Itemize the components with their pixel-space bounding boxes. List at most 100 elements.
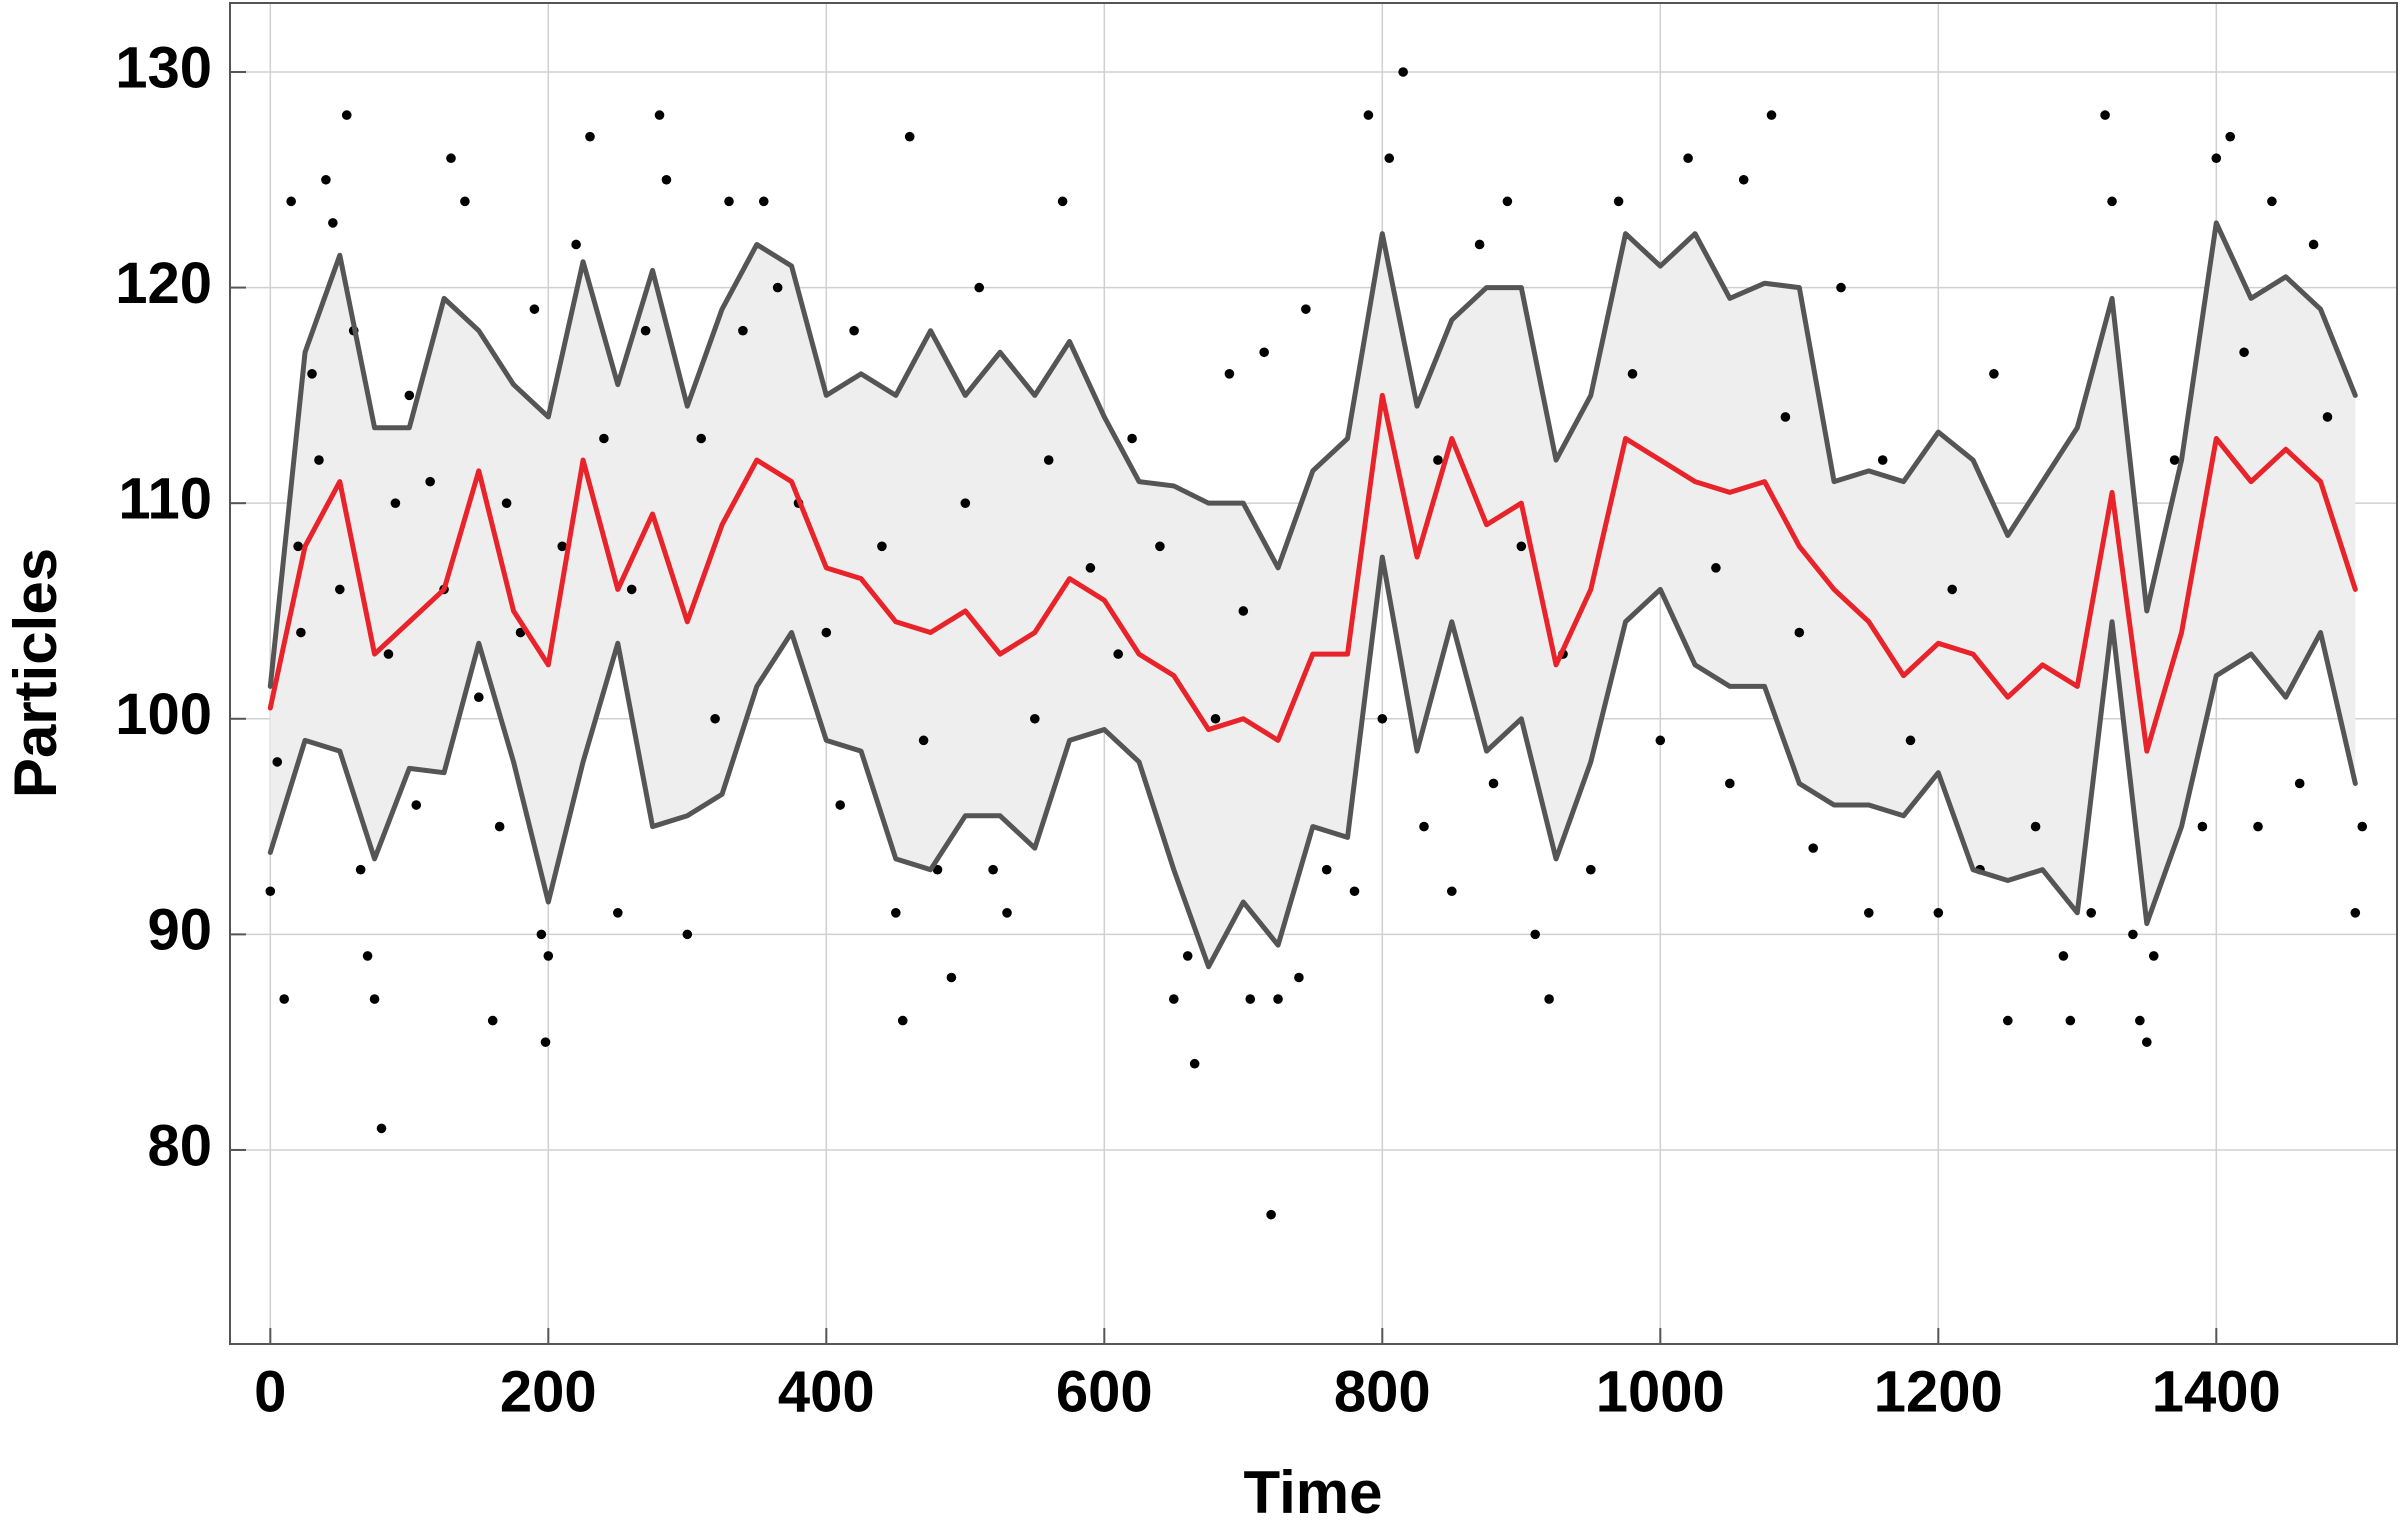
- data-point: [1502, 196, 1513, 207]
- data-point: [1182, 951, 1193, 961]
- data-point: [355, 864, 366, 875]
- data-point: [1169, 994, 1179, 1004]
- data-point: [2135, 1015, 2145, 1026]
- data-point: [1989, 369, 1999, 379]
- data-point: [335, 584, 345, 595]
- data-point: [540, 1037, 551, 1047]
- data-point: [1245, 994, 1256, 1004]
- data-point: [390, 498, 401, 508]
- x-tick-label: 1000: [1596, 1359, 1725, 1424]
- x-tick-label: 0: [254, 1359, 286, 1424]
- data-point: [1530, 929, 1541, 940]
- data-point: [821, 627, 832, 638]
- data-point: [2030, 821, 2041, 832]
- x-tick-label: 1200: [1874, 1359, 2003, 1424]
- data-point: [515, 627, 526, 638]
- data-point: [654, 110, 665, 120]
- y-tick-label: 120: [115, 251, 212, 316]
- data-point: [2065, 1015, 2076, 1026]
- data-point: [2003, 1015, 2013, 1026]
- data-point: [2058, 951, 2069, 961]
- data-point: [758, 196, 769, 207]
- data-point: [946, 972, 957, 983]
- data-point: [321, 174, 331, 185]
- data-point: [1808, 843, 1819, 853]
- data-point: [2239, 347, 2249, 358]
- data-point: [2350, 908, 2361, 918]
- data-point: [1877, 455, 1888, 465]
- data-point: [2086, 908, 2097, 918]
- data-point: [1516, 541, 1527, 552]
- data-point: [640, 325, 651, 336]
- data-point: [296, 627, 306, 638]
- data-point: [1266, 1209, 1276, 1220]
- data-point: [1864, 908, 1874, 918]
- y-tick-label: 90: [147, 898, 212, 963]
- data-point: [724, 196, 734, 207]
- data-point: [1273, 994, 1283, 1004]
- data-point: [2142, 1037, 2152, 1047]
- data-point: [2211, 153, 2222, 164]
- curve: [267, 392, 2358, 754]
- data-point: [1363, 110, 1374, 120]
- data-point: [585, 131, 595, 142]
- data-point: [696, 433, 707, 444]
- data-point: [286, 196, 296, 207]
- data-point: [1433, 455, 1443, 465]
- data-point: [2308, 239, 2319, 250]
- data-point: [877, 541, 887, 552]
- data-point: [710, 713, 720, 724]
- data-point: [1085, 563, 1096, 573]
- data-point: [1586, 864, 1596, 875]
- data-point: [1711, 563, 1721, 573]
- y-tick-label: 80: [147, 1113, 212, 1178]
- data-point: [1725, 778, 1735, 789]
- data-point: [529, 304, 540, 314]
- data-point: [1766, 110, 1777, 120]
- y-tick-label: 130: [115, 35, 212, 100]
- x-axis-title: Time: [1244, 1459, 1383, 1526]
- data-point: [1780, 412, 1791, 422]
- data-point: [425, 476, 435, 487]
- data-point: [2225, 131, 2236, 142]
- data-point: [1627, 369, 1638, 379]
- data-point: [383, 649, 394, 659]
- data-point: [307, 369, 317, 379]
- data-point: [849, 325, 859, 336]
- data-point: [891, 908, 901, 918]
- data-point: [1447, 886, 1457, 897]
- data-point: [369, 994, 380, 1004]
- data-point: [897, 1015, 908, 1026]
- x-tick-label: 400: [778, 1359, 875, 1424]
- data-point: [2197, 821, 2208, 832]
- data-point: [960, 498, 971, 508]
- data-point: [1474, 239, 1485, 250]
- data-point: [474, 692, 484, 703]
- data-point: [1301, 304, 1311, 314]
- data-point: [501, 498, 512, 508]
- data-point: [1544, 994, 1554, 1004]
- curve: [267, 220, 2358, 689]
- data-point: [772, 282, 783, 293]
- data-point: [376, 1123, 387, 1134]
- data-point: [536, 929, 547, 940]
- data-point: [1321, 864, 1332, 875]
- data-point: [1398, 67, 1408, 77]
- data-point: [835, 800, 846, 810]
- data-point: [1683, 153, 1693, 164]
- data-point: [1189, 1058, 1200, 1069]
- curve: [267, 554, 2358, 970]
- data-point: [494, 821, 505, 832]
- data-point: [1947, 584, 1958, 595]
- data-point: [626, 584, 637, 595]
- data-point: [738, 325, 748, 336]
- data-point: [918, 735, 929, 746]
- data-point: [1113, 649, 1124, 659]
- data-point: [2169, 455, 2180, 465]
- x-tick-label: 1400: [2152, 1359, 2281, 1424]
- data-point: [974, 282, 985, 293]
- x-tick-label: 800: [1334, 1359, 1431, 1424]
- data-point: [571, 239, 581, 250]
- data-point: [1933, 908, 1944, 918]
